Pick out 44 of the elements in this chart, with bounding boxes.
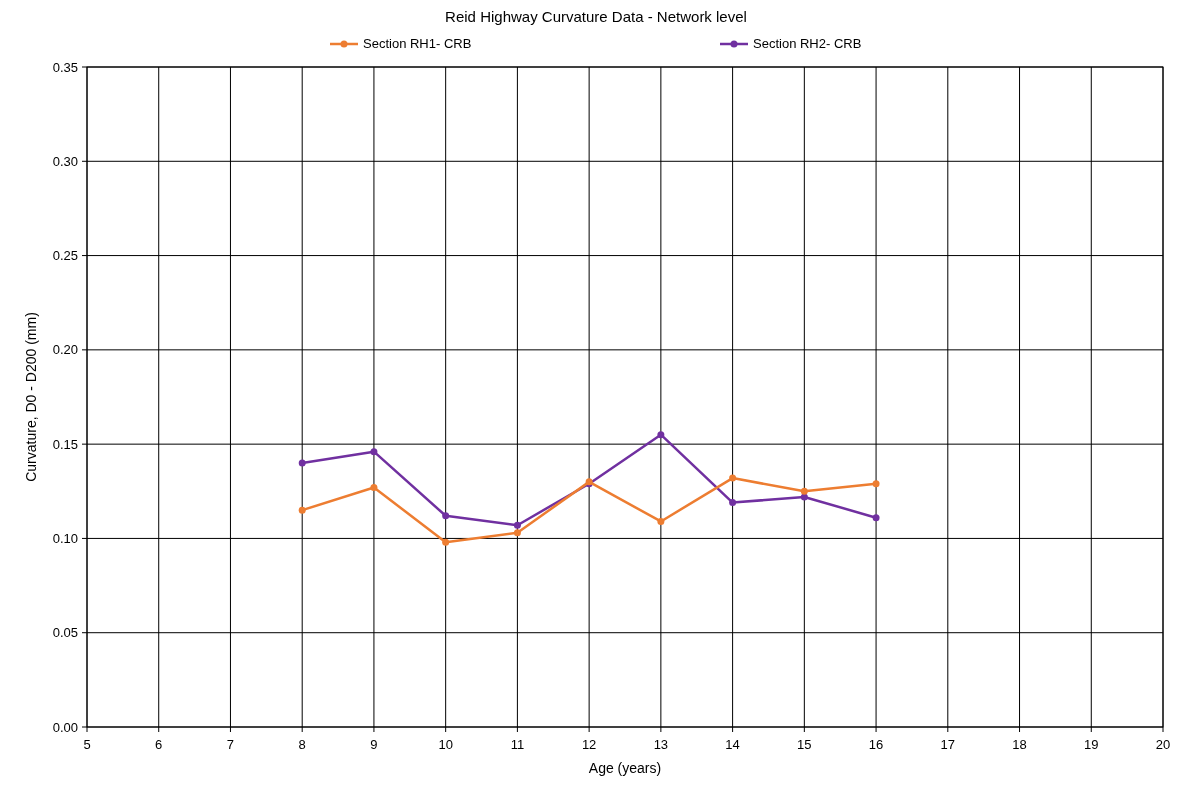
x-tick-label: 8 (298, 737, 306, 752)
point (513, 521, 521, 529)
y-tick-label: 0.20 (52, 342, 78, 358)
x-tick-label: 9 (370, 737, 378, 752)
x-tick-label: 5 (83, 737, 91, 752)
point (442, 512, 450, 520)
legend-label: Section RH2- CRB (753, 36, 862, 51)
x-tick-label: 12 (581, 737, 597, 752)
x-tick-label: 20 (1155, 737, 1171, 752)
y-tick-label: 0.35 (52, 59, 78, 75)
point (442, 538, 450, 546)
legend-label: Section RH1- CRB (363, 36, 472, 51)
point (872, 514, 880, 522)
point (513, 529, 521, 537)
x-tick-label: 7 (226, 737, 235, 752)
point (298, 459, 306, 467)
point (872, 480, 880, 488)
x-tick-label: 6 (155, 737, 163, 752)
x-tick-label: 14 (725, 737, 740, 752)
y-axis-title: Curvature, D0 - D200 (mm) (23, 312, 39, 482)
point (729, 499, 737, 507)
x-axis-title: Age (years) (588, 760, 662, 776)
x-tick-label: 18 (1012, 737, 1027, 752)
point (729, 474, 737, 482)
point (370, 484, 378, 492)
x-tick-label: 10 (438, 737, 453, 752)
point (800, 487, 808, 495)
x-tick-label: 17 (940, 737, 956, 752)
point (298, 506, 306, 514)
x-tick-label: 16 (868, 737, 884, 752)
point (657, 517, 665, 525)
point (370, 448, 378, 456)
y-tick-label: 0.15 (52, 436, 78, 452)
x-tick-label: 19 (1084, 737, 1099, 752)
y-tick-label: 0.10 (52, 530, 78, 546)
chart-title: Reid Highway Curvature Data - Network level (445, 8, 747, 25)
y-tick-label: 0.05 (52, 625, 78, 641)
y-tick-label: 0.00 (52, 719, 78, 735)
x-tick-label: 11 (510, 737, 525, 752)
point (657, 431, 665, 439)
y-tick-label: 0.25 (52, 248, 78, 264)
x-tick-label: 13 (653, 737, 669, 752)
x-tick-label: 15 (797, 737, 812, 752)
y-tick-label: 0.30 (52, 153, 78, 169)
